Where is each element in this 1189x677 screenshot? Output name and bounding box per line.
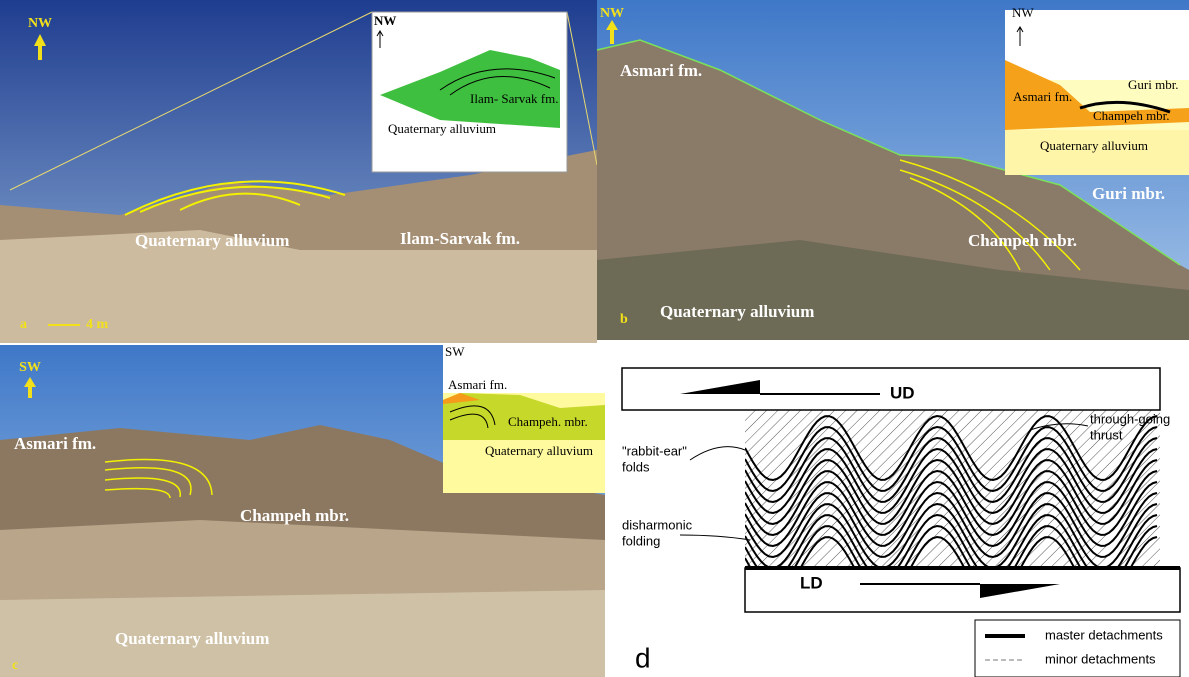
inset-label: Guri mbr. bbox=[1128, 77, 1179, 92]
photo-label: Ilam-Sarvak fm. bbox=[400, 229, 520, 248]
panel-letter: c bbox=[12, 658, 18, 673]
panel-letter: d bbox=[635, 642, 651, 673]
inset-label: Asmari fm. bbox=[1013, 89, 1072, 104]
annotation: folds bbox=[622, 459, 650, 474]
panel-b: NW Asmari fm. Guri mbr. Champeh mbr. Qua… bbox=[597, 0, 1189, 340]
annotation: thrust bbox=[1090, 427, 1123, 442]
panel-a: NW Quaternary alluvium Ilam-Sarvak fm. a… bbox=[0, 0, 597, 343]
direction: NW bbox=[28, 16, 52, 31]
direction: NW bbox=[600, 6, 624, 21]
photo-label: Champeh mbr. bbox=[968, 231, 1077, 250]
inset-label: Quaternary alluvium bbox=[1040, 138, 1148, 153]
direction: SW bbox=[19, 360, 41, 375]
inset-label: Asmari fm. bbox=[448, 377, 507, 392]
legend-entry: master detachments bbox=[1045, 627, 1163, 642]
inset-label: Ilam- Sarvak fm. bbox=[470, 91, 558, 106]
inset-label: Quaternary alluvium bbox=[388, 121, 496, 136]
annotation: through-going bbox=[1090, 411, 1170, 426]
scale: 4 m bbox=[86, 317, 109, 332]
photo-label: Quaternary alluvium bbox=[135, 231, 289, 250]
detachment-label: UD bbox=[890, 383, 915, 402]
panel-letter: a bbox=[20, 317, 27, 332]
detachment-label: LD bbox=[800, 573, 823, 592]
inset-label: Champeh mbr. bbox=[1093, 108, 1170, 123]
panel-letter: b bbox=[620, 312, 628, 327]
figure: NW Quaternary alluvium Ilam-Sarvak fm. a… bbox=[0, 0, 1189, 677]
photo-label: Asmari fm. bbox=[14, 434, 96, 453]
panel-d: UD LD through-going thrust "rabbit-ear" … bbox=[605, 340, 1189, 677]
inset-label: Quaternary alluvium bbox=[485, 443, 593, 458]
photo-label: Asmari fm. bbox=[620, 61, 702, 80]
photo-label: Quaternary alluvium bbox=[115, 629, 269, 648]
panel-c: SW Asmari fm. Champeh mbr. Quaternary al… bbox=[0, 344, 605, 677]
annotation: folding bbox=[622, 533, 660, 548]
inset-direction: SW bbox=[445, 344, 465, 359]
photo-label: Guri mbr. bbox=[1092, 184, 1165, 203]
inset-direction: NW bbox=[1012, 5, 1034, 20]
inset-direction: NW bbox=[374, 13, 396, 28]
inset-label: Champeh. mbr. bbox=[508, 414, 588, 429]
photo-label: Champeh mbr. bbox=[240, 506, 349, 525]
photo-label: Quaternary alluvium bbox=[660, 302, 814, 321]
annotation: disharmonic bbox=[622, 517, 693, 532]
legend-entry: minor detachments bbox=[1045, 651, 1156, 666]
annotation: "rabbit-ear" bbox=[622, 443, 687, 458]
